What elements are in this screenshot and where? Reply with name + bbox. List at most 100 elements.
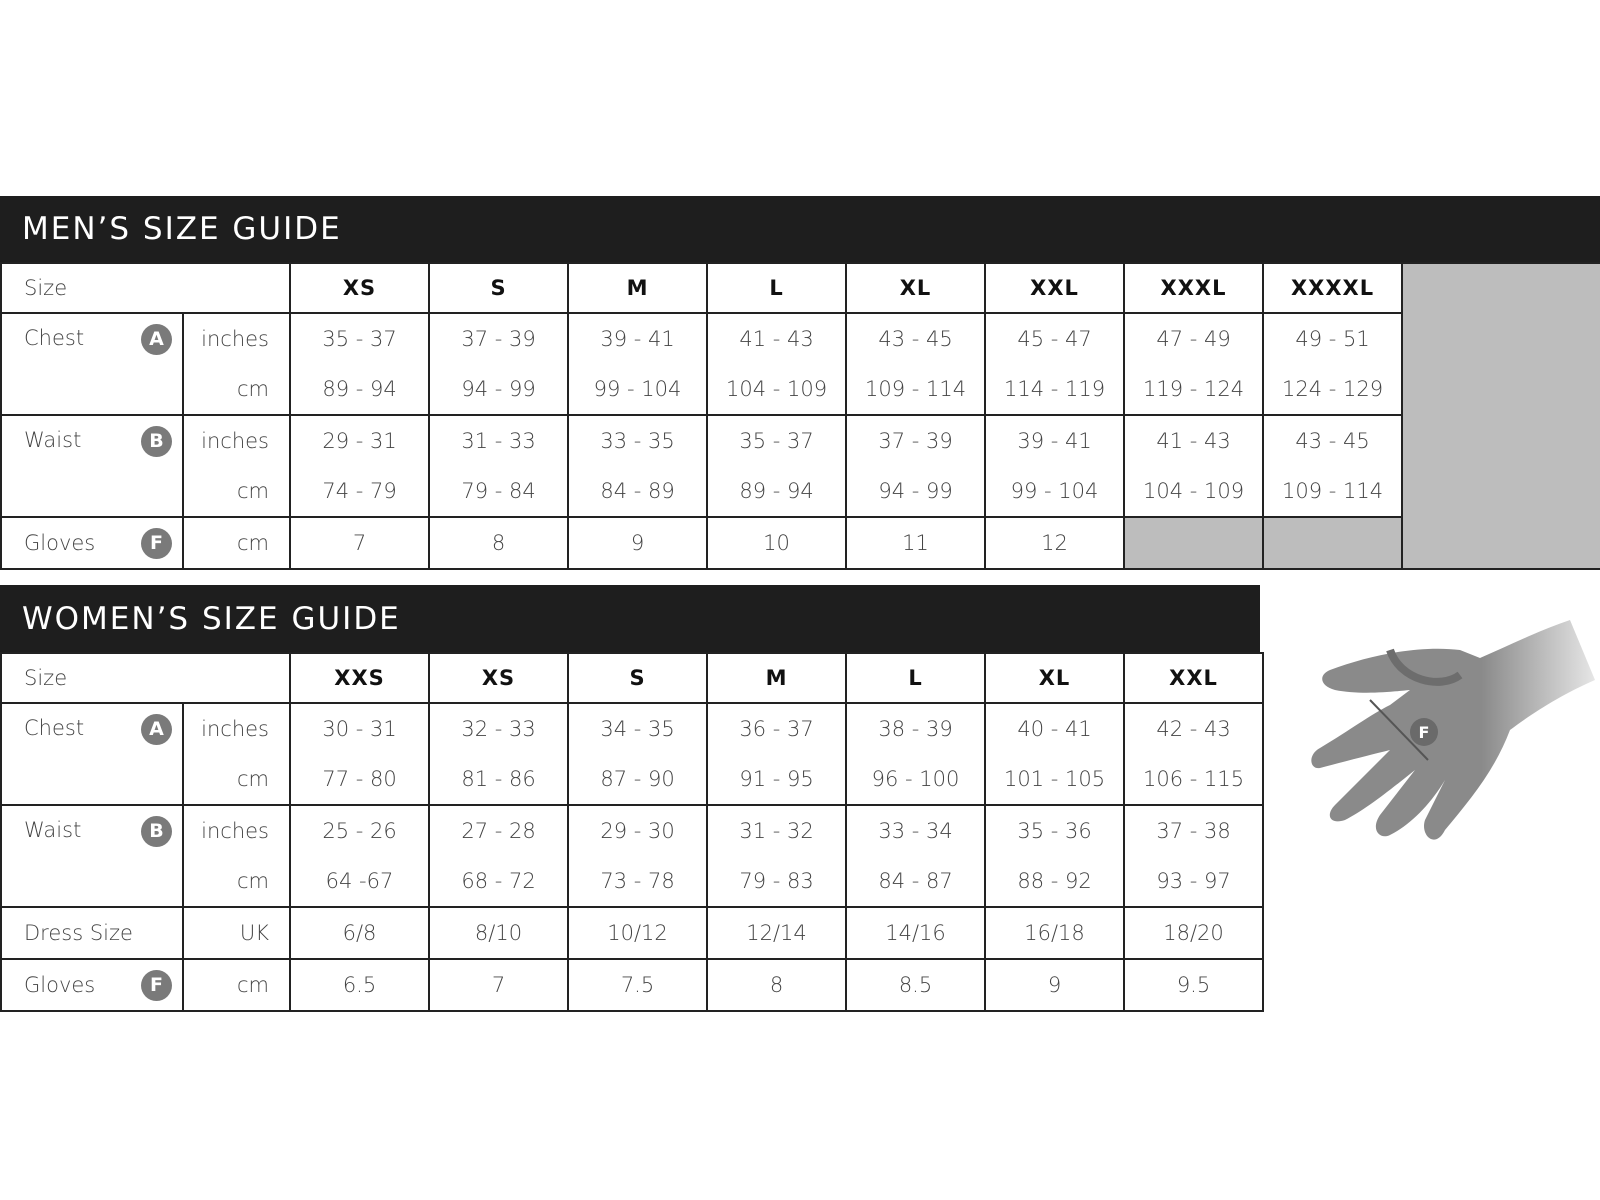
value: 14/16 <box>885 921 946 945</box>
value-cell: 10/12 <box>567 906 709 960</box>
value: 43 - 45 <box>878 327 953 351</box>
unit-label: inches <box>201 429 270 453</box>
unit-label: cm <box>237 767 270 791</box>
value: 37 - 39 <box>878 429 953 453</box>
row-label: Gloves F <box>0 516 184 570</box>
badge-a-icon: A <box>141 324 172 355</box>
value: 40 - 41 <box>1017 717 1092 741</box>
value-cell: 35 - 37 89 - 94 <box>706 414 848 518</box>
badge-b-icon: B <box>141 426 172 457</box>
value: 89 - 94 <box>322 377 397 401</box>
unit-cell: inches cm <box>181 312 292 416</box>
value-cell: 9 <box>567 516 709 570</box>
table-row: Dress Size UK 6/8 8/10 10/12 12/14 14/16 16/18 1… <box>0 906 1265 960</box>
value: 7 <box>352 531 367 555</box>
unit-cell: inches cm <box>181 414 292 518</box>
value: 73 - 78 <box>600 869 675 893</box>
value: 12/14 <box>746 921 807 945</box>
value-cell: 45 - 47 114 - 119 <box>984 312 1126 416</box>
value-cell: 7 <box>428 958 570 1012</box>
value-cell: 30 - 31 77 - 80 <box>289 702 431 806</box>
value: 101 - 105 <box>1003 767 1106 791</box>
size-header: XL <box>984 652 1126 704</box>
value: 42 - 43 <box>1156 717 1231 741</box>
value: 10 <box>763 531 790 555</box>
unit-label: cm <box>237 869 270 893</box>
value: 8/10 <box>474 921 523 945</box>
value: 94 - 99 <box>878 479 953 503</box>
value-cell: 36 - 37 91 - 95 <box>706 702 848 806</box>
row-label: Dress Size <box>0 906 184 960</box>
value: 10/12 <box>607 921 668 945</box>
row-label-text: Gloves <box>24 531 96 555</box>
value: 36 - 37 <box>739 717 814 741</box>
size-header: S <box>567 652 709 704</box>
value-cell: 37 - 39 94 - 99 <box>428 312 570 416</box>
hand-measurement-illustration: F <box>1311 620 1595 840</box>
value-cell: 35 - 37 89 - 94 <box>289 312 431 416</box>
size-header: M <box>706 652 848 704</box>
badge-a-icon: A <box>141 714 172 745</box>
value-cell: 7 <box>289 516 431 570</box>
value: 37 - 39 <box>461 327 536 351</box>
value-cell: 40 - 41 101 - 105 <box>984 702 1126 806</box>
value: 64 -67 <box>325 869 394 893</box>
value-cell: 25 - 26 64 -67 <box>289 804 431 908</box>
size-label: Size <box>0 262 292 314</box>
value-cell: 9.5 <box>1123 958 1265 1012</box>
row-label-text: Gloves <box>24 973 96 997</box>
badge-f-icon <box>1410 718 1438 746</box>
size-header: XXXL <box>1123 262 1265 314</box>
womens-size-guide: WOMEN’S SIZE GUIDE Size XXS XS S M L XL XXL Ches… <box>0 585 1265 1012</box>
value-cell: 9 <box>984 958 1126 1012</box>
value: 91 - 95 <box>739 767 814 791</box>
value: 87 - 90 <box>600 767 675 791</box>
value: 33 - 35 <box>600 429 675 453</box>
size-header: S <box>428 262 570 314</box>
value: 33 - 34 <box>878 819 953 843</box>
badge-b-icon: B <box>141 816 172 847</box>
value: 104 - 109 <box>725 377 828 401</box>
value-cell: 12/14 <box>706 906 848 960</box>
unit-label: inches <box>201 717 270 741</box>
value: 31 - 32 <box>739 819 814 843</box>
value-cell: 12 <box>984 516 1126 570</box>
unit-label: cm <box>237 377 270 401</box>
size-header: XL <box>845 262 987 314</box>
value: 45 - 47 <box>1017 327 1092 351</box>
size-header-row: Size XXS XS S M L XL XXL <box>0 652 1265 704</box>
value: 8 <box>491 531 506 555</box>
value-cell: 11 <box>845 516 987 570</box>
value-cell: 34 - 35 87 - 90 <box>567 702 709 806</box>
value-cell: 31 - 33 79 - 84 <box>428 414 570 518</box>
unit-label: cm <box>237 973 270 997</box>
value-cell: 47 - 49 119 - 124 <box>1123 312 1265 416</box>
value: 104 - 109 <box>1142 479 1245 503</box>
value: 89 - 94 <box>739 479 814 503</box>
value: 109 - 114 <box>864 377 967 401</box>
value: 7 <box>491 973 506 997</box>
mens-title: MEN’S SIZE GUIDE <box>0 196 1600 262</box>
row-label-text: Waist <box>24 818 82 842</box>
value: 84 - 89 <box>600 479 675 503</box>
unit-cell: cm <box>181 516 292 570</box>
value: 96 - 100 <box>871 767 960 791</box>
empty-area <box>1401 262 1600 570</box>
mens-size-guide: MEN’S SIZE GUIDE Size XS S M L XL XXL XXXL XXXXL… <box>0 196 1600 570</box>
value-cell: 31 - 32 79 - 83 <box>706 804 848 908</box>
value: 6.5 <box>342 973 377 997</box>
empty-cell <box>1123 516 1265 570</box>
unit-label: inches <box>201 819 270 843</box>
row-label-text: Waist <box>24 428 82 452</box>
value: 9.5 <box>1176 973 1211 997</box>
row-label: Chest A <box>0 312 184 416</box>
value: 6/8 <box>342 921 377 945</box>
size-header: L <box>845 652 987 704</box>
value: 109 - 114 <box>1281 479 1384 503</box>
row-label: Waist B <box>0 414 184 518</box>
value-cell: 27 - 28 68 - 72 <box>428 804 570 908</box>
